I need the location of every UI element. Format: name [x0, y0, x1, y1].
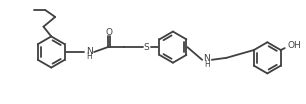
Text: H: H	[86, 52, 92, 61]
Text: H: H	[204, 60, 210, 69]
Text: S: S	[144, 43, 150, 52]
Text: O: O	[105, 28, 112, 37]
Text: OH: OH	[288, 41, 301, 50]
Text: N: N	[203, 54, 210, 63]
Text: N: N	[86, 46, 93, 56]
